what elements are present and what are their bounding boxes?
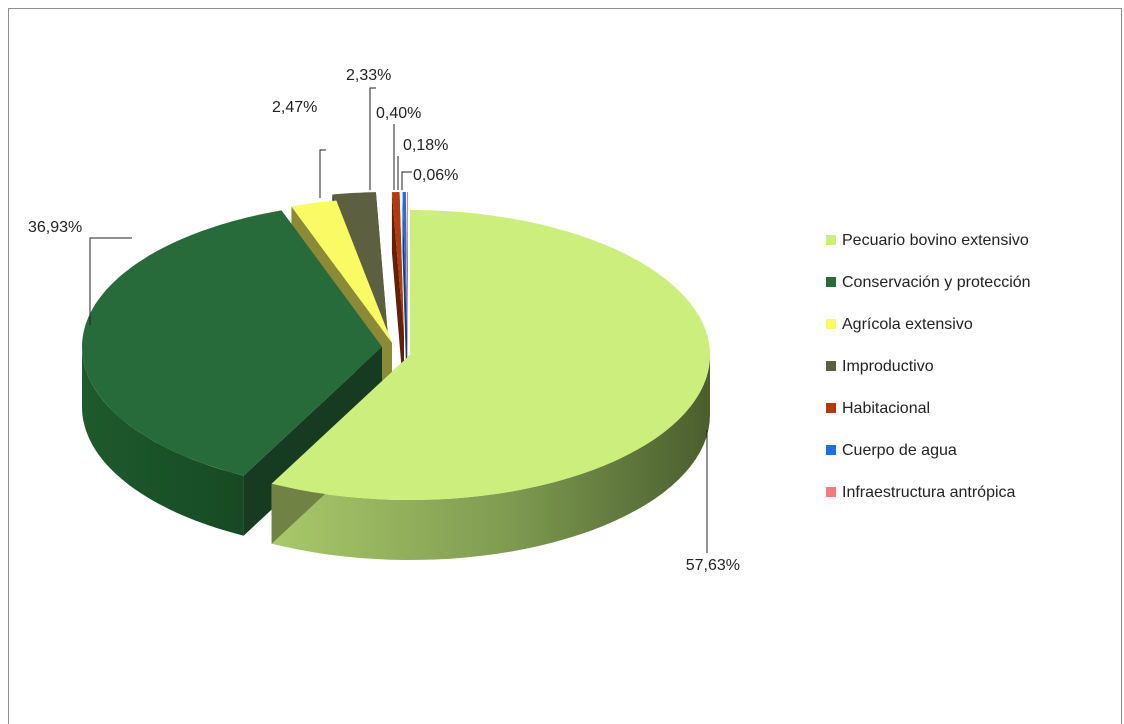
legend-swatch: [826, 277, 836, 287]
legend-swatch: [826, 319, 836, 329]
pie-slice-pecuario-bovino-extensivo: [271, 210, 710, 560]
data-label-conservacion-y-proteccion: 36,93%: [28, 219, 82, 236]
data-label-infraestructura-antropica: 0,06%: [413, 167, 458, 184]
legend-label: Infraestructura antrópica: [842, 484, 1016, 501]
legend-swatch: [826, 445, 836, 455]
legend-swatch: [826, 403, 836, 413]
data-label-habitacional: 0,40%: [376, 105, 421, 122]
legend-item-pecuario-bovino-extensivo: Pecuario bovino extensivo: [826, 232, 1029, 249]
legend: Pecuario bovino extensivo Conservación y …: [826, 232, 1031, 501]
data-label-cuerpo-de-agua: 0,18%: [403, 137, 448, 154]
legend-label: Improductivo: [842, 358, 934, 375]
legend-swatch: [826, 235, 836, 245]
data-label-pecuario-bovino-extensivo: 57,63%: [686, 557, 740, 574]
pie-slice-infraestructura-antropica: [406, 192, 408, 397]
leader-line-improductivo: [369, 87, 376, 190]
legend-swatch: [826, 487, 836, 497]
leader-line-conservacion-y-proteccion: [89, 237, 132, 325]
leader-line-agricola-extensivo: [319, 149, 326, 198]
leader-line-infraestructura-antropica: [401, 171, 412, 190]
legend-label: Agrícola extensivo: [842, 316, 973, 333]
legend-item-cuerpo-de-agua: Cuerpo de agua: [826, 442, 957, 459]
pie-slice-cuerpo-de-agua: [402, 192, 407, 397]
legend-item-habitacional: Habitacional: [826, 400, 930, 417]
chart-frame: [8, 8, 1122, 724]
data-label-agricola-extensivo: 2,47%: [272, 99, 317, 116]
leader-lines: [89, 87, 708, 553]
slices-layer: [82, 192, 710, 560]
data-label-improductivo: 2,33%: [346, 67, 391, 84]
legend-label: Pecuario bovino extensivo: [842, 232, 1029, 249]
legend-item-conservacion-y-proteccion: Conservación y protección: [826, 274, 1031, 291]
pie-slice-habitacional: [391, 192, 404, 397]
legend-swatch: [826, 361, 836, 371]
legend-label: Conservación y protección: [842, 274, 1031, 291]
legend-label: Cuerpo de agua: [842, 442, 957, 459]
legend-item-infraestructura-antropica: Infraestructura antrópica: [826, 484, 1016, 501]
legend-label: Habitacional: [842, 400, 930, 417]
data-labels: 57,63% 36,93% 2,47% 2,33% 0,40% 0,18% 0,06%: [28, 67, 740, 574]
legend-item-improductivo: Improductivo: [826, 358, 934, 375]
legend-item-agricola-extensivo: Agrícola extensivo: [826, 316, 973, 333]
